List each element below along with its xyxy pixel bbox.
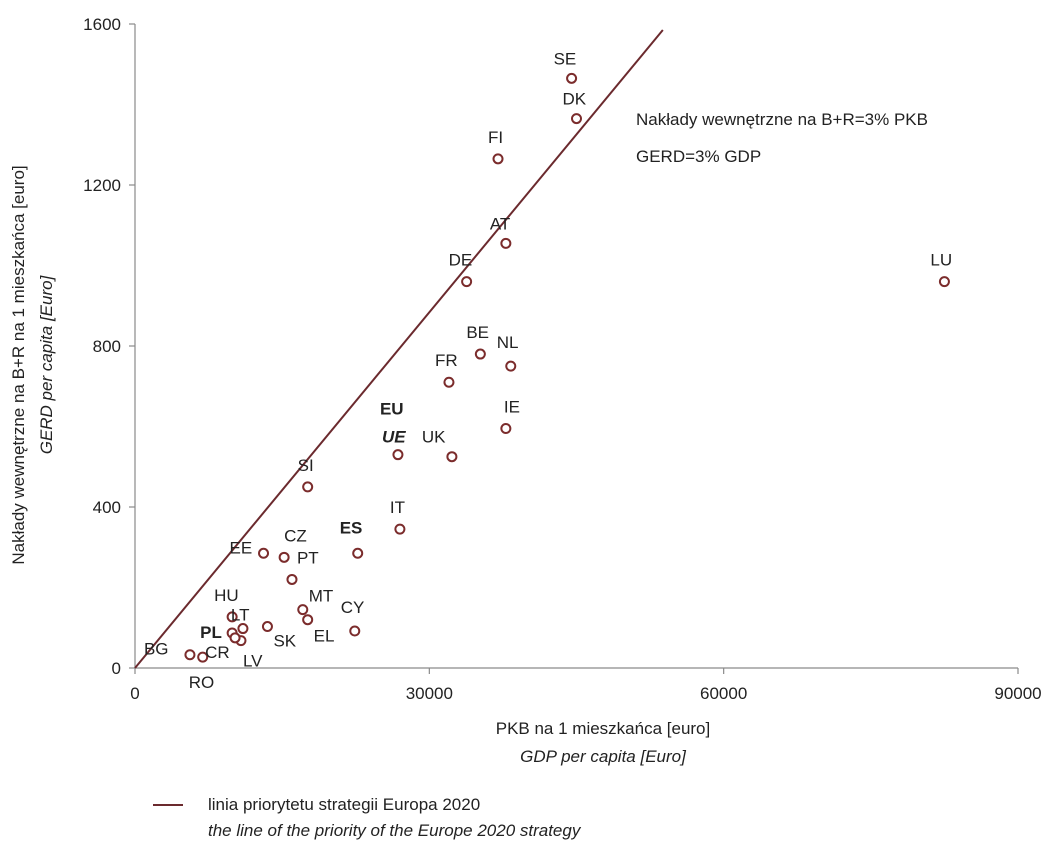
point-label-se: SE [554, 49, 577, 68]
y-axis-label: Nakłady wewnętrzne na B+R na 1 mieszkańc… [9, 165, 28, 564]
data-point-si [302, 481, 314, 493]
x-tick-label: 60000 [700, 684, 747, 703]
data-point-cr [229, 632, 241, 644]
data-point-ro [197, 651, 209, 663]
point-label-mt: MT [309, 587, 334, 606]
data-point-de [461, 276, 473, 288]
point-label-hu: HU [214, 586, 239, 605]
y-axis-label-en: GERD per capita [Euro] [37, 274, 56, 454]
data-point-at [500, 237, 512, 249]
x-tick-label: 0 [130, 684, 139, 703]
point-label-cz: CZ [284, 526, 307, 545]
point-label-pl: PL [200, 623, 222, 642]
priority-line [134, 29, 664, 669]
point-label-pt: PT [297, 548, 319, 567]
point-label-el: EL [314, 627, 335, 646]
data-point-lu [938, 276, 950, 288]
y-tick-label: 0 [112, 659, 121, 678]
data-points [184, 72, 950, 663]
point-labels: SE DK FI AT DE LU BE NL FR IE UK EU UE SI IT ES EE CZ PT MT… [144, 49, 952, 692]
point-label-cy: CY [341, 598, 365, 617]
priority-line-layer [134, 29, 664, 669]
data-point-dk [571, 113, 582, 125]
legend-text: linia priorytetu strategii Europa 2020 [208, 795, 480, 814]
point-label-dk: DK [563, 90, 587, 109]
x-tick-label: 90000 [994, 684, 1041, 703]
point-label-cr: CR [205, 643, 230, 662]
data-point-fi [492, 153, 504, 165]
point-label-fr: FR [435, 351, 458, 370]
point-label-lt: LT [231, 606, 250, 625]
data-point-mt [297, 604, 309, 616]
point-label-bg: BG [144, 640, 169, 659]
y-tick-label: 800 [93, 337, 121, 356]
data-point-ee [258, 547, 270, 559]
point-label-it: IT [390, 498, 405, 517]
data-point-el [302, 614, 314, 626]
point-label-ie: IE [504, 398, 520, 417]
point-label-eu: EU [380, 400, 404, 419]
y-tick-label: 400 [93, 498, 121, 517]
point-label-ro: RO [189, 673, 215, 692]
x-axis-label-en: GDP per capita [Euro] [520, 747, 687, 766]
ticks: 0 30000 60000 90000 0 400 800 1200 1600 [83, 15, 1041, 703]
data-point-lt [237, 623, 249, 635]
point-label-si: SI [298, 456, 314, 475]
point-label-ee: EE [230, 538, 253, 557]
data-point-se [566, 72, 578, 84]
point-label-sk: SK [273, 632, 296, 651]
point-label-be: BE [466, 323, 489, 342]
data-point-hu [226, 611, 238, 623]
data-point-es [352, 547, 364, 559]
y-tick-label: 1200 [83, 176, 121, 195]
point-label-es: ES [340, 518, 363, 537]
data-point-eu [392, 449, 404, 461]
annotation-pl: Nakłady wewnętrzne na B+R=3% PKB [636, 110, 928, 129]
point-label-nl: NL [497, 333, 519, 352]
data-point-bg [184, 649, 196, 661]
y-tick-label: 1600 [83, 15, 121, 34]
legend-text-en: the line of the priority of the Europe 2… [208, 821, 582, 840]
point-label-de: DE [449, 251, 473, 270]
x-axis-label: PKB na 1 mieszkańca [euro] [496, 719, 711, 738]
legend: linia priorytetu strategii Europa 2020 t… [153, 795, 582, 840]
data-point-it [394, 523, 406, 535]
data-point-pt [286, 573, 298, 585]
data-point-cy [349, 625, 361, 637]
data-point-fr [443, 376, 455, 388]
data-point-ie [500, 423, 512, 435]
annotation-en: GERD=3% GDP [636, 147, 761, 166]
point-label-uk: UK [422, 428, 446, 447]
point-label-lv: LV [243, 652, 263, 671]
data-point-sk [261, 621, 273, 633]
data-point-nl [505, 360, 517, 372]
point-label-fi: FI [488, 128, 503, 147]
data-point-cz [278, 551, 290, 563]
point-label-lu: LU [930, 251, 952, 270]
x-tick-label: 30000 [406, 684, 453, 703]
point-label-ue: UE [382, 428, 406, 447]
data-point-uk [446, 451, 458, 463]
data-point-be [474, 348, 486, 360]
point-label-at: AT [490, 214, 510, 233]
